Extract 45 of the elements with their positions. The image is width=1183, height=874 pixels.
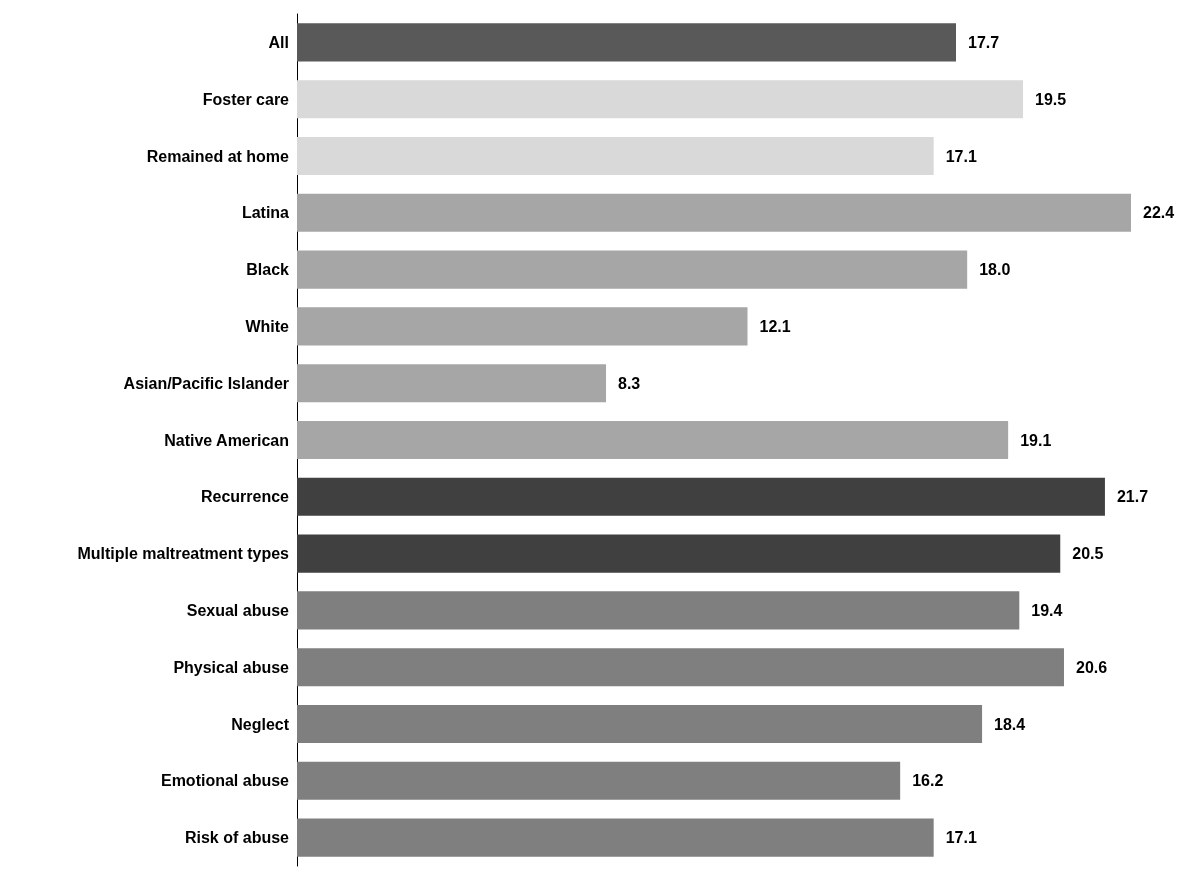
data-label: 21.7 <box>1116 488 1149 506</box>
y-tick-label: Multiple maltreatment types <box>77 545 290 563</box>
data-label: 18.0 <box>979 261 1011 279</box>
y-tick-label: Emotional abuse <box>160 772 290 790</box>
bar <box>297 80 1024 119</box>
y-tick-label: Black <box>246 261 290 279</box>
bar <box>297 23 957 62</box>
data-label: 20.6 <box>1075 658 1108 676</box>
data-label: 19.5 <box>1035 90 1067 108</box>
bar <box>297 591 1020 630</box>
y-tick-label: Recurrence <box>200 488 290 506</box>
y-tick-label: Latina <box>241 204 290 222</box>
data-label: 19.4 <box>1031 601 1063 619</box>
bar <box>297 648 1064 687</box>
y-tick-label: All <box>268 33 289 51</box>
y-tick-label: Physical abuse <box>173 658 290 676</box>
bar <box>297 193 1131 232</box>
bar <box>297 307 748 346</box>
y-tick-label: Neglect <box>231 715 290 733</box>
y-tick-label: Remained at home <box>146 147 290 165</box>
data-label: 17.7 <box>968 33 1000 51</box>
bar <box>297 818 934 857</box>
bar <box>297 704 983 744</box>
bar <box>297 761 901 800</box>
y-tick-label: Sexual abuse <box>186 601 290 619</box>
bar <box>297 420 1009 460</box>
data-label: 17.1 <box>945 829 977 847</box>
data-label: 19.1 <box>1020 431 1052 449</box>
data-label: 22.4 <box>1143 204 1175 222</box>
y-tick-label: Risk of abuse <box>184 829 290 847</box>
y-tick-label: Native American <box>164 431 289 449</box>
data-label: 8.3 <box>618 374 641 392</box>
bar <box>297 136 934 176</box>
bar <box>297 477 1105 516</box>
data-label: 20.5 <box>1072 545 1104 563</box>
y-tick-label: White <box>245 317 290 335</box>
y-tick-label: Foster care <box>202 90 290 108</box>
data-label: 12.1 <box>759 317 791 335</box>
bar <box>297 250 968 289</box>
bar <box>297 364 607 403</box>
data-label: 18.4 <box>994 715 1026 733</box>
data-label: 17.1 <box>945 147 977 165</box>
bar <box>297 534 1061 573</box>
y-tick-label: Asian/Pacific Islander <box>123 374 289 392</box>
data-label: 16.2 <box>912 772 944 790</box>
